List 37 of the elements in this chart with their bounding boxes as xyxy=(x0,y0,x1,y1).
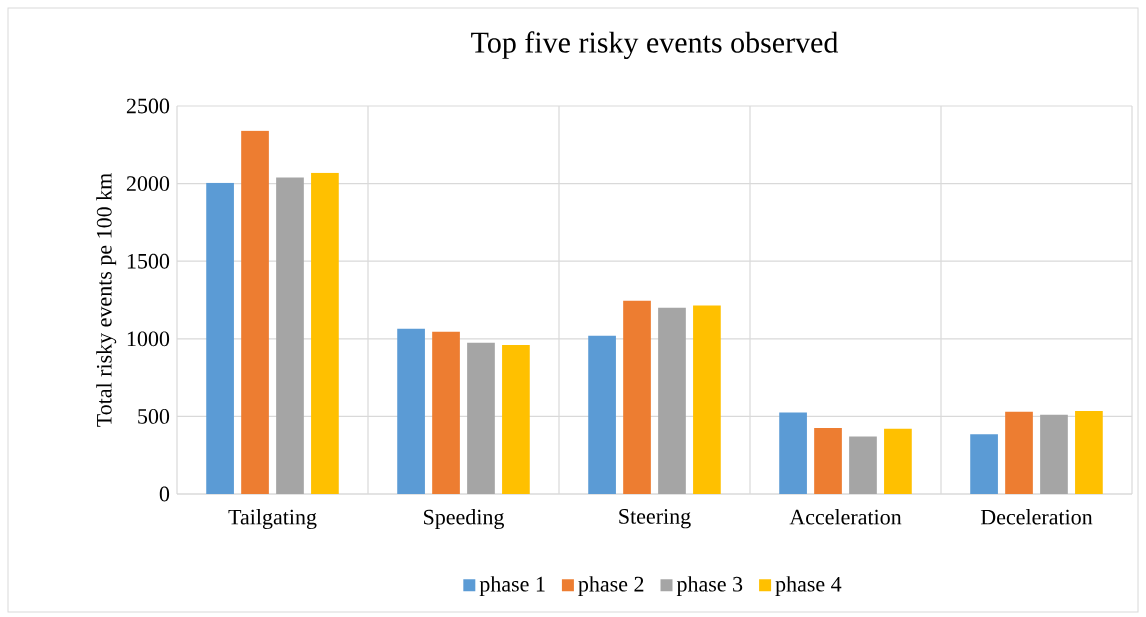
bar xyxy=(658,307,686,494)
y-tick-label: 2000 xyxy=(126,176,170,192)
y-tick-label: 1500 xyxy=(127,253,170,269)
bar xyxy=(241,130,269,494)
legend-label: phase 1 xyxy=(479,576,545,597)
legend-label: phase 3 xyxy=(676,576,743,597)
x-tick-label: Acceleration xyxy=(789,509,902,525)
bar xyxy=(779,412,807,494)
bar xyxy=(432,331,460,494)
y-tick-label: 500 xyxy=(138,408,170,424)
bar xyxy=(311,172,339,494)
bar xyxy=(970,434,998,494)
bar xyxy=(693,305,721,494)
bar xyxy=(814,428,842,494)
bar xyxy=(1040,414,1068,494)
bar xyxy=(1075,410,1103,494)
x-tick-label: Tailgating xyxy=(228,509,317,530)
bar xyxy=(1005,411,1033,494)
y-tick-label: 1000 xyxy=(127,331,170,347)
bar xyxy=(467,342,495,494)
bar xyxy=(276,177,304,494)
legend-label: phase 4 xyxy=(775,576,842,597)
chart-title: Top five risky events observed xyxy=(471,31,839,59)
y-tick-label: 0 xyxy=(159,486,170,502)
x-tick-label: Deceleration xyxy=(980,509,1093,525)
y-axis-title: Total risky events pe 100 km xyxy=(96,173,117,427)
bar xyxy=(588,335,616,494)
legend-label: phase 2 xyxy=(578,576,644,597)
bar xyxy=(623,300,651,494)
bar xyxy=(206,182,234,494)
bar xyxy=(884,428,912,494)
x-tick-label: Steering xyxy=(619,509,691,529)
x-tick-label: Speeding xyxy=(424,509,505,530)
bar xyxy=(849,436,877,494)
bar xyxy=(397,328,425,494)
y-tick-label: 2500 xyxy=(126,98,170,114)
bar xyxy=(502,345,530,494)
